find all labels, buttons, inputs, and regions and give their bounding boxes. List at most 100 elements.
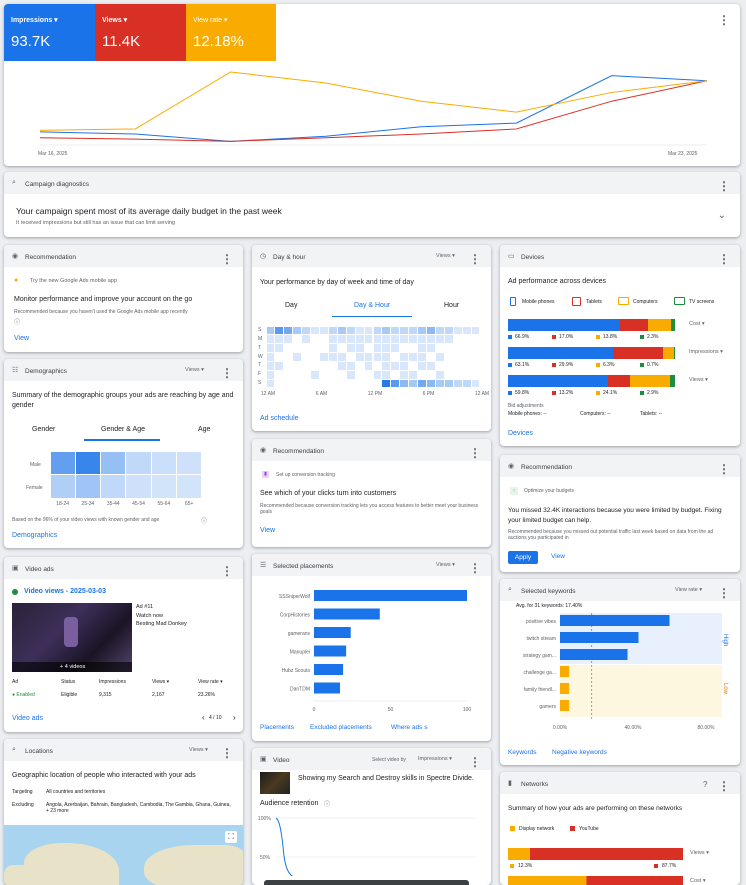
stacked-segment: [671, 319, 675, 331]
video-views-heading[interactable]: Video views - 2025-03-03: [24, 588, 106, 595]
apply-button[interactable]: Apply: [508, 551, 538, 564]
more-options-icon[interactable]: ⋮: [718, 586, 730, 600]
video-ads-link[interactable]: Video ads: [12, 715, 44, 722]
impressions-metric[interactable]: Impressions ▾ 93.7K: [4, 4, 95, 61]
hour-label: 12 AM: [260, 391, 276, 397]
chevron-down-icon[interactable]: ⌄: [717, 210, 726, 221]
metric-dropdown[interactable]: Views ▾: [436, 562, 455, 568]
views-dropdown[interactable]: Views ▾: [690, 850, 709, 856]
recommendation-card: ◉ Recommendation ⋮ ● Try the new Google …: [4, 245, 243, 352]
cost-dropdown[interactable]: Cost ▾: [690, 878, 706, 884]
metric-dropdown[interactable]: Views ▾: [436, 253, 455, 259]
rec-heading: You missed 32.4K interactions because yo…: [508, 507, 722, 524]
more-options-icon[interactable]: ⋮: [469, 252, 481, 266]
metric-dropdown[interactable]: Views ▾: [185, 367, 204, 373]
location-icon: ◉: [260, 447, 267, 454]
heat-cell: [418, 344, 426, 353]
more-options-icon[interactable]: ⋮: [221, 564, 233, 578]
demographics-link[interactable]: Demographics: [12, 532, 58, 539]
help-icon[interactable]: ⓘ: [14, 320, 21, 326]
tab-day[interactable]: Day: [285, 302, 298, 309]
ad-schedule-link[interactable]: Ad schedule: [260, 415, 299, 422]
video-thumbnail[interactable]: + 4 videos: [12, 603, 132, 672]
heat-cell: [311, 370, 319, 379]
row-dropdown: Impressions ▾: [689, 349, 723, 355]
tab-hour[interactable]: Hour: [444, 302, 460, 309]
clock-icon: ◷: [260, 253, 267, 260]
more-options-icon[interactable]: ⋮: [221, 366, 233, 380]
views-metric[interactable]: Views ▾ 11.4K: [95, 4, 186, 61]
view-link[interactable]: View: [551, 553, 565, 560]
heat-cell: [302, 335, 311, 344]
more-options-icon[interactable]: ⋮: [469, 446, 481, 460]
tab-underline: [332, 316, 412, 317]
more-options-icon[interactable]: ⋮: [221, 746, 233, 760]
tab-age[interactable]: Age: [198, 426, 211, 433]
heat-cell: [391, 379, 400, 388]
more-videos-bar: [12, 662, 132, 672]
val-views: 2,167: [152, 692, 165, 698]
view-link[interactable]: View: [14, 335, 30, 342]
video-title: Besting Mad Donkey: [136, 621, 187, 627]
keywords-link[interactable]: Keywords: [508, 749, 537, 756]
placements-link[interactable]: Placements: [260, 724, 294, 731]
value-label: 17.0%: [559, 334, 574, 340]
heat-cell: [337, 353, 346, 361]
heat-cell: [346, 335, 355, 344]
help-icon[interactable]: ?: [703, 780, 708, 789]
heat-cell: [418, 361, 426, 370]
more-options-icon[interactable]: ⋮: [718, 779, 730, 793]
tab-day-hour[interactable]: Day & Hour: [354, 302, 391, 309]
stacked-segment: [670, 375, 675, 387]
fullscreen-icon[interactable]: ⛶: [225, 831, 237, 843]
day-label: S: [258, 327, 262, 333]
help-icon[interactable]: ⓘ: [201, 519, 208, 525]
search-location-icon: ⌕: [12, 746, 16, 753]
tv-icon: [674, 297, 685, 305]
chevron-left-icon[interactable]: ‹: [202, 713, 205, 722]
tab-gender[interactable]: Gender: [32, 426, 56, 433]
col-view-rate[interactable]: View rate ▾: [198, 679, 223, 685]
more-options-icon[interactable]: ⋮: [469, 561, 481, 575]
chevron-right-icon[interactable]: ›: [233, 713, 236, 722]
view-link[interactable]: View: [260, 527, 276, 534]
metric-dropdown[interactable]: Views ▾: [189, 747, 208, 753]
tick-label: 100: [463, 707, 472, 713]
metric-dropdown[interactable]: View rate ▾: [675, 587, 703, 593]
more-options-icon[interactable]: ⋮: [221, 252, 233, 266]
watch-now[interactable]: Watch now: [136, 613, 164, 619]
val-status: Eligible: [61, 692, 78, 698]
metric-dropdown[interactable]: Impressions ▾: [418, 756, 452, 762]
more-options-icon[interactable]: ⋮: [718, 179, 730, 193]
more-options-icon[interactable]: ⋮: [718, 252, 730, 266]
view-rate-metric[interactable]: View rate ▾ 12.18%: [186, 4, 276, 61]
legend-dot: [508, 391, 512, 395]
help-icon[interactable]: ⓘ: [324, 802, 331, 808]
heat-cell: [275, 335, 284, 344]
more-options-icon[interactable]: ⋮: [469, 755, 481, 769]
heat-cell: [382, 379, 391, 388]
map[interactable]: ⛶: [4, 825, 243, 885]
more-options-icon[interactable]: ⋮: [718, 462, 730, 476]
more-options-icon[interactable]: ⋮: [718, 13, 730, 27]
demo-heading: Summary of the demographic groups your a…: [12, 392, 234, 409]
video-thumbnail[interactable]: [260, 772, 290, 794]
excluded-placements-link[interactable]: Excluded placements: [310, 724, 372, 731]
value-label: 13.8%: [603, 334, 618, 340]
heat-cell: [382, 335, 391, 344]
where-ads-link[interactable]: Where ads s: [391, 724, 428, 731]
bar: [314, 590, 467, 601]
heat-cell: [427, 361, 435, 370]
tab-gender-age[interactable]: Gender & Age: [101, 426, 145, 433]
heat-cell: [409, 335, 418, 344]
bar: [314, 645, 347, 657]
youtube-dot: [654, 864, 658, 868]
heat-cell: [275, 326, 284, 335]
col-views[interactable]: Views ▾: [152, 679, 170, 685]
card-header: [252, 748, 491, 770]
line-chart: [39, 71, 708, 146]
negative-keywords-link[interactable]: Negative keywords: [552, 749, 607, 756]
mobile-icon: [510, 297, 516, 306]
heat-cell: [382, 370, 391, 379]
devices-link[interactable]: Devices: [508, 430, 533, 437]
